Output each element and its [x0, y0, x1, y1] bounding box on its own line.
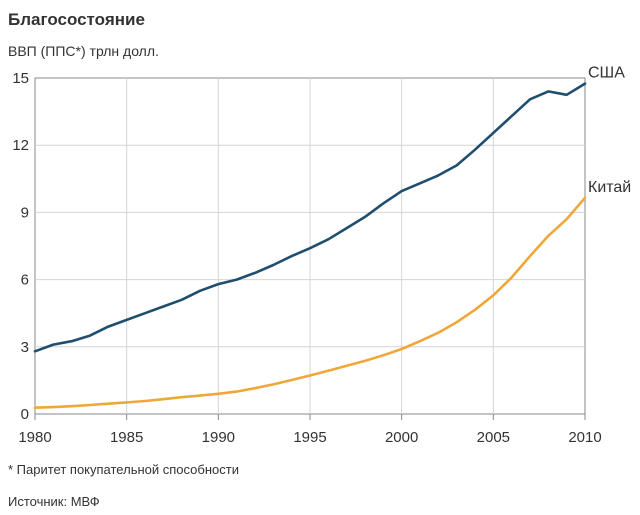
- chart-title: Благосостояние: [8, 10, 145, 29]
- x-tick-label-1985: 1985: [110, 429, 143, 446]
- y-axis-label: ВВП (ППС*) трлн долл.: [8, 43, 159, 59]
- x-tick-label-2000: 2000: [385, 429, 418, 446]
- x-tick-label-1995: 1995: [293, 429, 326, 446]
- y-tick-label-3: 3: [21, 339, 29, 356]
- series-label-usa: США: [588, 65, 625, 82]
- axis-ticks: 0 3 6 9 12 15 1980 1985 1990 1995 2000 2005 2010: [12, 70, 601, 446]
- x-tick-label-1990: 1990: [202, 429, 235, 446]
- x-tick-label-2010: 2010: [568, 429, 601, 446]
- series-label-china: Китай: [588, 179, 631, 196]
- y-tick-label-12: 12: [12, 137, 29, 154]
- y-tick-label-15: 15: [12, 70, 29, 87]
- x-tick-label-2005: 2005: [477, 429, 510, 446]
- y-tick-label-0: 0: [21, 406, 29, 423]
- y-tick-label-9: 9: [21, 204, 29, 221]
- series-line-usa: [33, 82, 587, 353]
- y-tick-label-6: 6: [21, 272, 29, 289]
- series-line-china: [33, 196, 587, 410]
- series-lines: США Китай: [33, 65, 631, 410]
- grid-lines: [35, 78, 585, 414]
- source-note: Источник: МВФ: [8, 494, 100, 509]
- footnote: * Паритет покупательной способности: [8, 462, 239, 477]
- x-tick-label-1980: 1980: [18, 429, 51, 446]
